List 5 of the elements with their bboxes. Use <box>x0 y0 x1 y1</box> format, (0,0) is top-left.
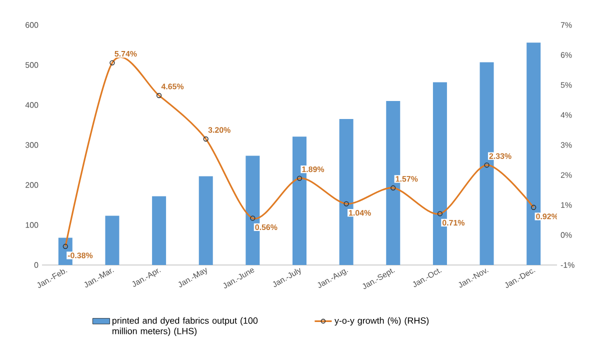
legend-label: y-o-y growth (%) (RHS) <box>334 317 429 326</box>
bar <box>105 216 120 265</box>
bar <box>198 176 213 265</box>
legend-label: printed and dyed fabrics output (100 million meters) (LHS) <box>112 317 258 336</box>
bar <box>152 196 166 265</box>
